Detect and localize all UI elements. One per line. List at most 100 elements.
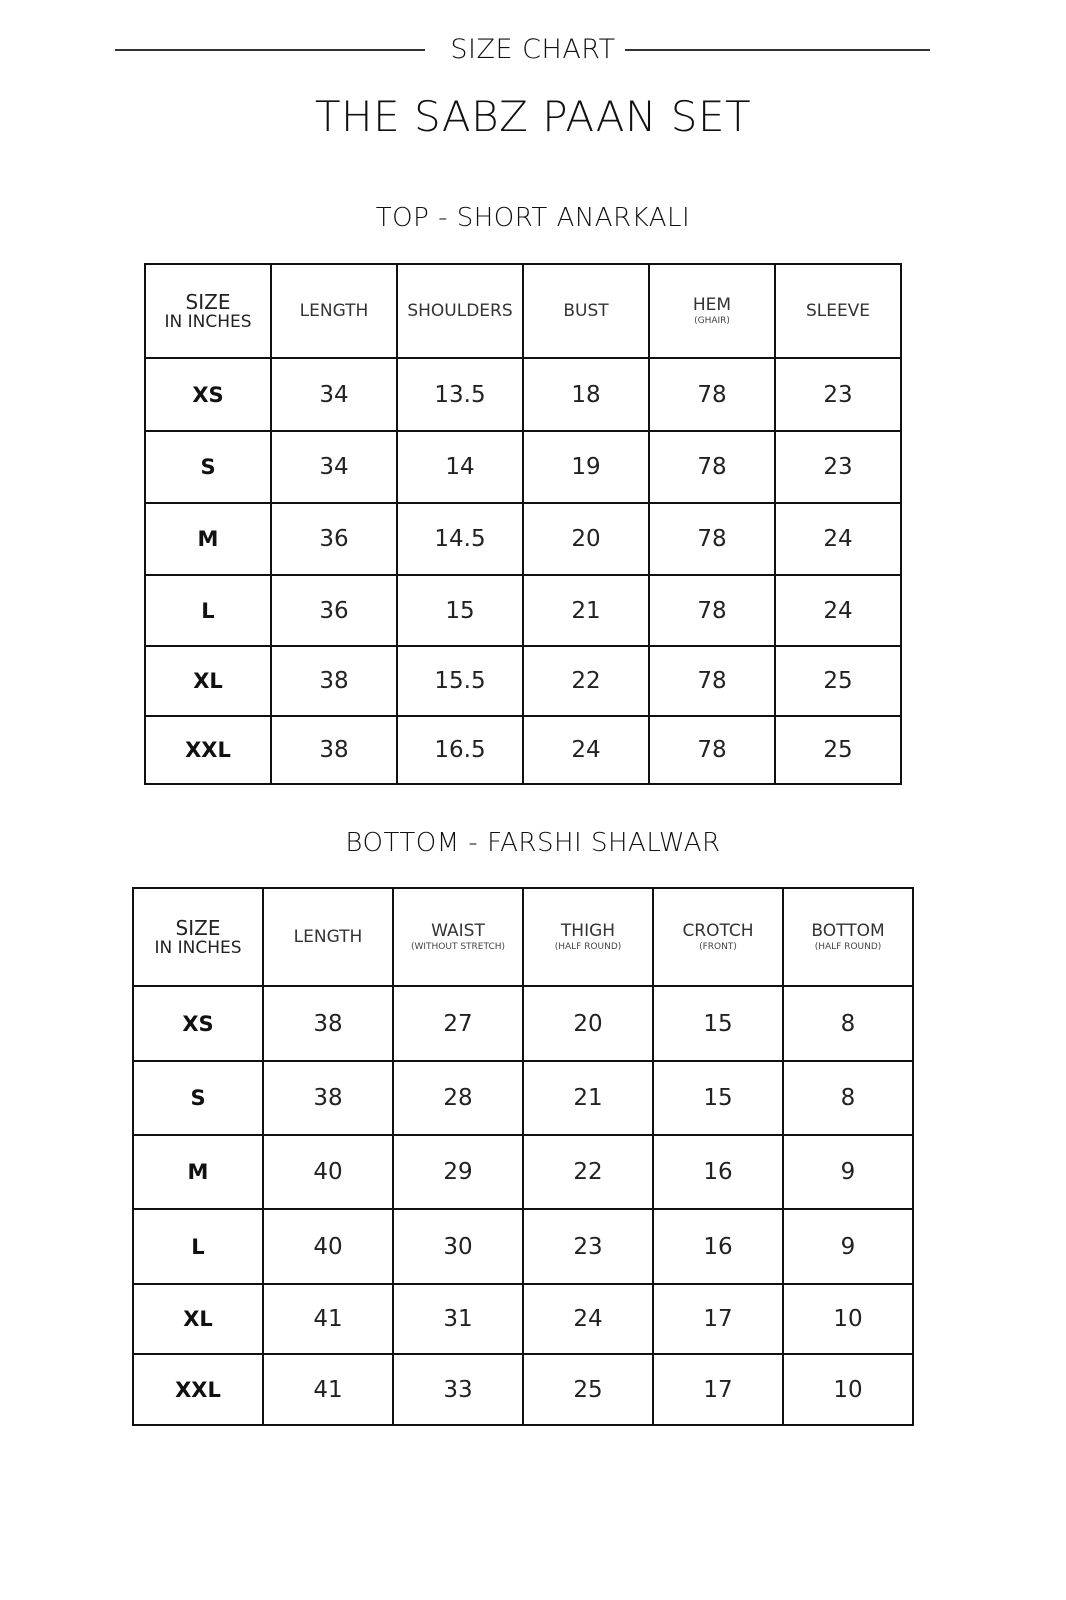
value-cell: 78 [648,502,776,576]
value-cell: 15 [652,985,784,1062]
column-label: WAIST [431,921,485,942]
column-header: HEM (GHAIR) [648,263,776,359]
header-rule-left [115,49,425,51]
column-header: CROTCH (FRONT) [652,887,784,987]
table-row: L 40 30 23 16 9 [132,1208,914,1285]
column-sublabel: (HALF ROUND) [814,941,882,952]
column-header: SHOULDERS [396,263,524,359]
size-cell: M [144,502,272,576]
size-cell: XXL [132,1353,264,1426]
value-cell: 14 [396,430,524,504]
value-cell: 38 [270,715,398,785]
size-header-cell: SIZE IN INCHES [144,263,272,359]
column-label: BOTTOM [811,921,885,942]
table-row: XS 38 27 20 15 8 [132,985,914,1062]
table-row: M 36 14.5 20 78 24 [144,502,902,576]
value-cell: 41 [262,1353,394,1426]
value-cell: 16.5 [396,715,524,785]
top-table-title: TOP - SHORT ANARKALI [375,203,691,233]
table-row: XL 38 15.5 22 78 25 [144,645,902,717]
value-cell: 25 [774,715,902,785]
value-cell: 38 [262,1060,394,1136]
value-cell: 38 [270,645,398,717]
size-cell: M [132,1134,264,1210]
size-cell: XS [144,357,272,432]
size-cell: S [144,430,272,504]
value-cell: 15.5 [396,645,524,717]
value-cell: 15 [396,574,524,647]
value-cell: 20 [522,502,650,576]
column-header: LENGTH [262,887,394,987]
size-cell: XL [144,645,272,717]
value-cell: 27 [392,985,524,1062]
value-cell: 24 [774,574,902,647]
size-cell: XL [132,1283,264,1355]
value-cell: 17 [652,1353,784,1426]
value-cell: 25 [522,1353,654,1426]
bottom-table-title: BOTTOM - FARSHI SHALWAR [345,828,721,858]
value-cell: 78 [648,645,776,717]
column-label: THIGH [560,921,616,942]
value-cell: 78 [648,574,776,647]
value-cell: 78 [648,430,776,504]
size-cell: L [144,574,272,647]
size-chart-label: SIZE CHART [450,34,616,65]
column-sublabel: (GHAIR) [694,315,730,326]
value-cell: 18 [522,357,650,432]
value-cell: 36 [270,574,398,647]
table-row: XXL 38 16.5 24 78 25 [144,715,902,785]
column-header: BOTTOM (HALF ROUND) [782,887,914,987]
value-cell: 21 [522,1060,654,1136]
value-cell: 38 [262,985,394,1062]
value-cell: 10 [782,1283,914,1355]
value-cell: 41 [262,1283,394,1355]
value-cell: 36 [270,502,398,576]
value-cell: 31 [392,1283,524,1355]
value-cell: 21 [522,574,650,647]
column-header: BUST [522,263,650,359]
column-label: SLEEVE [805,300,871,321]
size-header-cell: SIZE IN INCHES [132,887,264,987]
header-row: SIZE IN INCHES LENGTH SHOULDERS BUST HEM (GHAI… [144,263,902,359]
size-cell: XXL [144,715,272,785]
column-label: HEM [692,295,732,316]
page-title: THE SABZ PAAN SET [314,92,752,141]
table-row: S 38 28 21 15 8 [132,1060,914,1136]
column-label: LENGTH [299,300,369,321]
column-label: SHOULDERS [407,300,513,321]
column-label: CROTCH [682,921,754,942]
value-cell: 8 [782,985,914,1062]
value-cell: 24 [522,1283,654,1355]
value-cell: 19 [522,430,650,504]
value-cell: 28 [392,1060,524,1136]
table-row: XS 34 13.5 18 78 23 [144,357,902,432]
table-row: M 40 29 22 16 9 [132,1134,914,1210]
top-size-table: SIZE IN INCHES LENGTH SHOULDERS BUST HEM (GHAI… [144,263,902,785]
value-cell: 16 [652,1208,784,1285]
size-unit: IN INCHES [164,311,252,332]
header-rule-right [625,49,930,51]
column-label: LENGTH [293,926,363,947]
column-sublabel: (HALF ROUND) [554,941,622,952]
value-cell: 40 [262,1208,394,1285]
column-header: LENGTH [270,263,398,359]
value-cell: 9 [782,1208,914,1285]
table-row: S 34 14 19 78 23 [144,430,902,504]
value-cell: 23 [522,1208,654,1285]
value-cell: 20 [522,985,654,1062]
column-sublabel: (FRONT) [699,941,737,952]
size-header: SIZE [175,915,221,940]
size-cell: XS [132,985,264,1062]
column-sublabel: (WITHOUT STRETCH) [410,941,506,952]
value-cell: 15 [652,1060,784,1136]
column-label: BUST [563,300,609,321]
value-cell: 10 [782,1353,914,1426]
value-cell: 22 [522,1134,654,1210]
value-cell: 24 [774,502,902,576]
value-cell: 13.5 [396,357,524,432]
value-cell: 34 [270,357,398,432]
column-header: THIGH (HALF ROUND) [522,887,654,987]
value-cell: 8 [782,1060,914,1136]
size-cell: S [132,1060,264,1136]
value-cell: 29 [392,1134,524,1210]
